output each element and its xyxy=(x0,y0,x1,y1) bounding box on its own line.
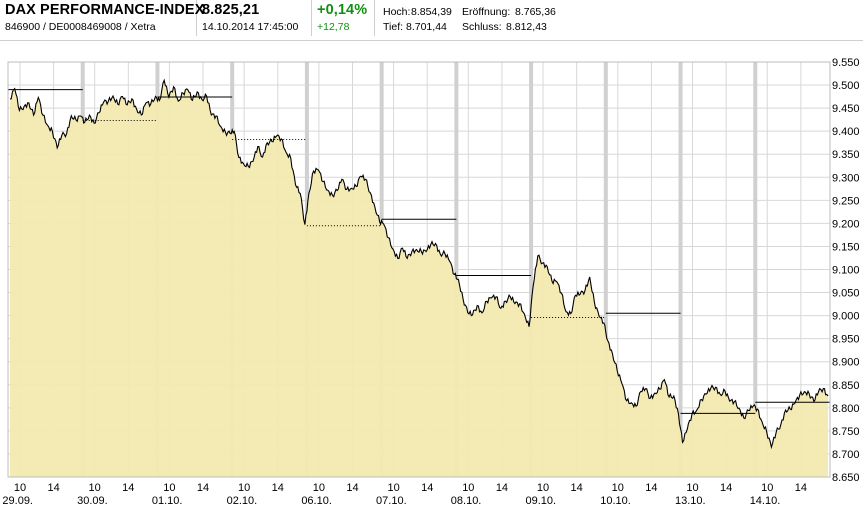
low-value: 8.701,44 xyxy=(406,21,447,33)
y-tick-label: 9.450 xyxy=(832,103,860,115)
hour-tick-label: 14 xyxy=(272,482,284,494)
close-label: Schluss: xyxy=(462,21,502,33)
y-tick-label: 8.850 xyxy=(832,380,860,392)
y-tick-label: 8.900 xyxy=(832,357,860,369)
day-tick-label: 09.10. xyxy=(526,495,557,507)
hour-tick-label: 10 xyxy=(14,482,26,494)
day-tick-label: 29.09. xyxy=(2,495,33,507)
instrument-ids: 846900 / DE0008469008 / Xetra xyxy=(5,21,156,33)
hour-tick-label: 14 xyxy=(795,482,807,494)
hour-tick-label: 10 xyxy=(462,482,474,494)
price-area xyxy=(10,80,828,478)
hour-tick-label: 10 xyxy=(612,482,624,494)
price-cell: 8.825,21 14.10.2014 17:45:00 xyxy=(197,0,312,36)
y-tick-labels: 8.650 8.700 8.750 8.800 8.850 8.900 8.950 9.000… xyxy=(832,57,860,484)
y-tick-label: 8.650 xyxy=(832,472,860,484)
hour-tick-label: 14 xyxy=(720,482,732,494)
hour-tick-label: 10 xyxy=(537,482,549,494)
hour-tick-label: 14 xyxy=(197,482,209,494)
quote-header: DAX PERFORMANCE-INDEX 846900 / DE0008469… xyxy=(0,0,863,41)
y-tick-label: 8.950 xyxy=(832,334,860,346)
day-tick-label: 14.10. xyxy=(750,495,781,507)
quote-datetime: 14.10.2014 17:45:00 xyxy=(202,21,299,33)
instrument-name: DAX PERFORMANCE-INDEX xyxy=(5,2,205,18)
hour-tick-label: 14 xyxy=(645,482,657,494)
y-tick-label: 9.250 xyxy=(832,195,860,207)
y-tick-label: 9.150 xyxy=(832,241,860,253)
y-tick-label: 8.800 xyxy=(832,403,860,415)
low-label: Tief: xyxy=(383,21,404,33)
y-tick-label: 9.500 xyxy=(832,80,860,92)
hour-tick-label: 10 xyxy=(313,482,325,494)
last-price: 8.825,21 xyxy=(202,2,260,18)
high-label: Hoch: xyxy=(383,6,411,18)
y-tick-label: 9.550 xyxy=(832,57,860,69)
hour-tick-label: 10 xyxy=(238,482,250,494)
day-tick-label: 10.10. xyxy=(600,495,631,507)
hour-tick-label: 10 xyxy=(387,482,399,494)
plot-frame xyxy=(7,61,831,478)
instrument-cell: DAX PERFORMANCE-INDEX 846900 / DE0008469… xyxy=(0,0,204,36)
intraday-chart: 8.650 8.700 8.750 8.800 8.850 8.900 8.950 9.000… xyxy=(2,57,860,507)
axis-layer xyxy=(7,61,831,478)
y-tick-label: 9.350 xyxy=(832,149,860,161)
hour-tick-label: 10 xyxy=(761,482,773,494)
hour-tick-label: 10 xyxy=(89,482,101,494)
stats-cell: Hoch: 8.854,39 Eröffnung: 8.765,36 Tief:… xyxy=(375,0,635,36)
y-tick-label: 9.100 xyxy=(832,265,860,277)
y-tick-label: 9.300 xyxy=(832,172,860,184)
day-tick-label: 07.10. xyxy=(376,495,407,507)
hour-tick-label: 14 xyxy=(47,482,59,494)
hour-tick-label: 14 xyxy=(571,482,583,494)
change-absolute: +12,78 xyxy=(317,21,350,33)
day-tick-label: 02.10. xyxy=(227,495,258,507)
y-tick-label: 9.000 xyxy=(832,311,860,323)
high-value: 8.854,39 xyxy=(411,6,452,18)
y-tick-label: 9.050 xyxy=(832,288,860,300)
price-line-layer xyxy=(9,78,829,450)
open-value: 8.765,36 xyxy=(515,6,556,18)
day-tick-label: 06.10. xyxy=(301,495,332,507)
hour-tick-label: 10 xyxy=(163,482,175,494)
y-tick-label: 9.400 xyxy=(832,126,860,138)
hour-tick-label: 14 xyxy=(421,482,433,494)
day-tick-label: 08.10. xyxy=(451,495,482,507)
change-cell: +0,14% +12,78 xyxy=(312,0,375,36)
hour-tick-label: 14 xyxy=(122,482,134,494)
previous-close-layer xyxy=(8,89,830,414)
hour-tick-label: 14 xyxy=(346,482,358,494)
day-tick-label: 30.09. xyxy=(77,495,108,507)
area-fill-layer xyxy=(10,80,828,478)
close-value: 8.812,43 xyxy=(506,21,547,33)
open-label: Eröffnung: xyxy=(462,6,511,18)
hour-tick-label: 14 xyxy=(496,482,508,494)
day-tick-label: 01.10. xyxy=(152,495,183,507)
y-tick-label: 9.200 xyxy=(832,218,860,230)
hour-tick-label: 10 xyxy=(686,482,698,494)
y-tick-label: 8.750 xyxy=(832,426,860,438)
change-percent: +0,14% xyxy=(317,2,368,18)
day-tick-label: 13.10. xyxy=(675,495,706,507)
y-tick-label: 8.700 xyxy=(832,449,860,461)
price-line xyxy=(9,78,829,450)
